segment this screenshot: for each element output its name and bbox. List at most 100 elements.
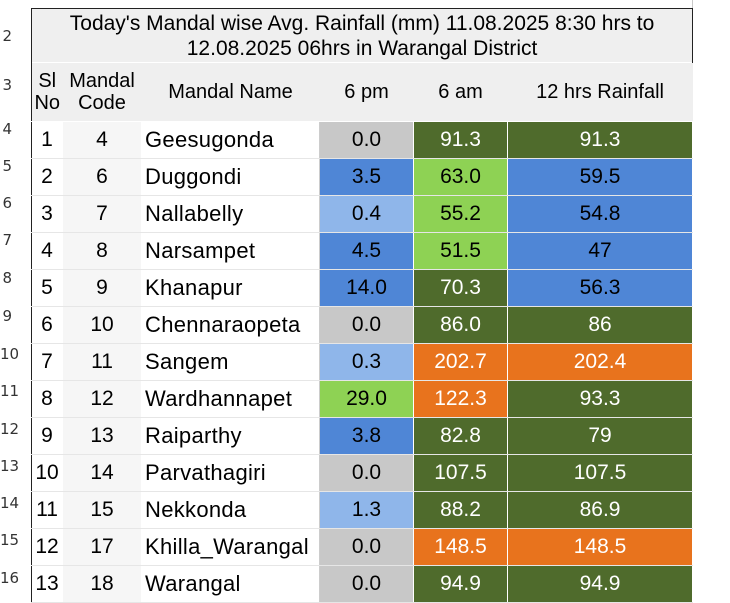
cell-code[interactable]: 7 [62,195,142,233]
cell-12hrs[interactable]: 47 [506,232,694,270]
cell-sl[interactable]: 5 [31,269,63,307]
cell-sl[interactable]: 4 [31,232,63,270]
header-sl-no[interactable]: Sl No [31,62,63,122]
cell-12hrs[interactable]: 86.9 [506,491,694,529]
cell-6am[interactable]: 82.8 [413,417,508,455]
table-title[interactable]: Today's Mandal wise Avg. Rainfall (mm) 1… [30,8,694,63]
cell-sl[interactable]: 6 [31,306,63,344]
cell-name[interactable]: Sangem [141,343,320,381]
cell-6am[interactable]: 122.3 [413,380,508,418]
cell-6am[interactable]: 91.3 [413,121,508,159]
cell-6pm[interactable]: 0.0 [319,306,414,344]
cell-code[interactable]: 9 [62,269,142,307]
cell-code[interactable]: 13 [62,417,142,455]
cell-name[interactable]: Raiparthy [141,417,320,455]
cell-sl[interactable]: 10 [31,454,63,492]
header-12hrs-rainfall[interactable]: 12 hrs Rainfall [507,62,693,122]
header-6am[interactable]: 6 am [413,62,508,122]
row-number[interactable]: 7 [2,231,12,249]
cell-name[interactable]: Nallabelly [141,195,320,233]
row-number[interactable]: 9 [2,307,12,325]
cell-name[interactable]: Warangal [141,565,320,603]
cell-sl[interactable]: 7 [31,343,63,381]
cell-sl[interactable]: 12 [31,528,63,566]
cell-12hrs[interactable]: 54.8 [506,195,694,233]
row-number[interactable]: 13 [0,457,20,475]
cell-12hrs[interactable]: 107.5 [506,454,694,492]
cell-sl[interactable]: 3 [31,195,63,233]
cell-6pm[interactable]: 0.3 [319,343,414,381]
cell-12hrs[interactable]: 91.3 [506,121,694,159]
cell-6am[interactable]: 86.0 [413,306,508,344]
cell-6am[interactable]: 55.2 [413,195,508,233]
row-number[interactable]: 5 [2,157,12,175]
cell-6am[interactable]: 70.3 [413,269,508,307]
row-number[interactable]: 12 [0,420,20,438]
row-number[interactable]: 14 [0,494,20,512]
cell-sl[interactable]: 8 [31,380,63,418]
header-mandal-code[interactable]: Mandal Code [62,62,142,122]
cell-12hrs[interactable]: 148.5 [506,528,694,566]
cell-sl[interactable]: 13 [31,565,63,603]
cell-6pm[interactable]: 0.0 [319,565,414,603]
row-number[interactable]: 8 [2,269,12,287]
row-number[interactable]: 3 [2,76,12,94]
cell-sl[interactable]: 11 [31,491,63,529]
cell-6pm[interactable]: 1.3 [319,491,414,529]
cell-name[interactable]: Wardhannapet [141,380,320,418]
cell-code[interactable]: 17 [62,528,142,566]
cell-name[interactable]: Duggondi [141,158,320,196]
cell-12hrs[interactable]: 202.4 [506,343,694,381]
cell-6pm[interactable]: 14.0 [319,269,414,307]
cell-6pm[interactable]: 3.8 [319,417,414,455]
cell-12hrs[interactable]: 93.3 [506,380,694,418]
row-number[interactable]: 11 [0,382,20,400]
header-6pm[interactable]: 6 pm [319,62,414,122]
row-number[interactable]: 4 [2,120,12,138]
cell-6pm[interactable]: 3.5 [319,158,414,196]
cell-6am[interactable]: 88.2 [413,491,508,529]
cell-6am[interactable]: 94.9 [413,565,508,603]
row-number[interactable]: 16 [0,569,20,587]
cell-code[interactable]: 8 [62,232,142,270]
cell-name[interactable]: Chennaraopeta [141,306,320,344]
cell-name[interactable]: Narsampet [141,232,320,270]
cell-code[interactable]: 11 [62,343,142,381]
cell-12hrs[interactable]: 56.3 [506,269,694,307]
cell-12hrs[interactable]: 86 [506,306,694,344]
cell-6pm[interactable]: 29.0 [319,380,414,418]
cell-sl[interactable]: 1 [31,121,63,159]
cell-6pm[interactable]: 0.0 [319,121,414,159]
cell-code[interactable]: 6 [62,158,142,196]
cell-6pm[interactable]: 4.5 [319,232,414,270]
cell-sl[interactable]: 2 [31,158,63,196]
cell-name[interactable]: Khanapur [141,269,320,307]
row-number[interactable]: 15 [0,531,20,549]
row-number[interactable]: 2 [2,27,12,45]
cell-name[interactable]: Khilla_Warangal [141,528,320,566]
header-mandal-name[interactable]: Mandal Name [141,62,320,122]
cell-code[interactable]: 14 [62,454,142,492]
cell-code[interactable]: 4 [62,121,142,159]
cell-code[interactable]: 18 [62,565,142,603]
cell-6am[interactable]: 107.5 [413,454,508,492]
cell-6am[interactable]: 63.0 [413,158,508,196]
row-number[interactable]: 6 [2,194,12,212]
cell-name[interactable]: Parvathagiri [141,454,320,492]
cell-12hrs[interactable]: 94.9 [506,565,694,603]
cell-12hrs[interactable]: 79 [506,417,694,455]
cell-6am[interactable]: 202.7 [413,343,508,381]
cell-name[interactable]: Geesugonda [141,121,320,159]
cell-12hrs[interactable]: 59.5 [506,158,694,196]
cell-6pm[interactable]: 0.0 [319,528,414,566]
cell-6pm[interactable]: 0.0 [319,454,414,492]
cell-code[interactable]: 12 [62,380,142,418]
cell-code[interactable]: 10 [62,306,142,344]
cell-code[interactable]: 15 [62,491,142,529]
cell-6pm[interactable]: 0.4 [319,195,414,233]
cell-name[interactable]: Nekkonda [141,491,320,529]
cell-6am[interactable]: 51.5 [413,232,508,270]
row-number[interactable]: 10 [0,345,20,363]
cell-6am[interactable]: 148.5 [413,528,508,566]
cell-sl[interactable]: 9 [31,417,63,455]
